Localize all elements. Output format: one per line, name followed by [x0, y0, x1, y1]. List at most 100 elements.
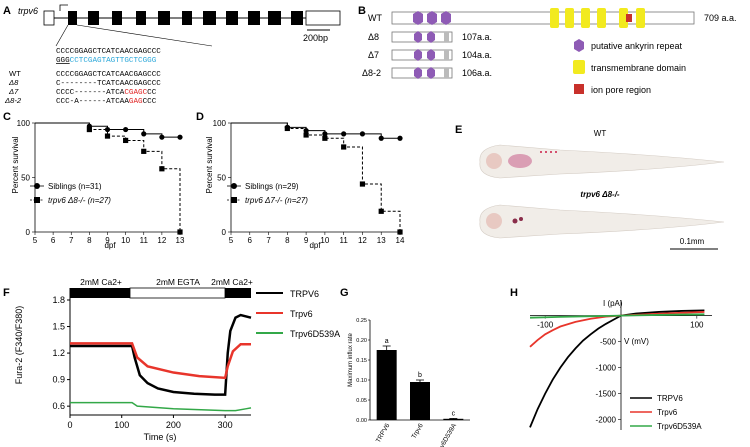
condition-bar-egta — [129, 287, 226, 299]
panel-g-letter: G — [340, 287, 349, 299]
y-tick-label: -2000 — [596, 416, 617, 425]
tm-domain — [619, 8, 628, 28]
y-tick-label: 0.20 — [356, 338, 367, 344]
exon — [136, 11, 146, 25]
data-point — [123, 137, 129, 144]
stained-spot — [512, 218, 518, 224]
data-point — [303, 132, 309, 138]
ankyrin-repeat — [441, 11, 451, 25]
legend-label: Trpv6D539A — [290, 329, 340, 339]
y-tick-label: 0.10 — [356, 378, 367, 384]
x-tick-label: Trpv6D539A — [434, 422, 459, 447]
ion-pore — [626, 14, 632, 22]
ankyrin-repeat — [427, 31, 435, 43]
data-point — [159, 166, 165, 172]
larva-eye — [486, 153, 502, 169]
y-tick-label: 0.9 — [52, 375, 65, 385]
x-tick-label: 13 — [176, 236, 185, 245]
allele-label: WT — [9, 69, 21, 78]
data-point — [378, 135, 384, 141]
legend-label: Trpv6D539A — [657, 422, 702, 431]
allele-sequence: CCCCGGAGCTCATCAACGAGCCC — [56, 71, 161, 79]
exon-utr — [305, 10, 341, 26]
seq-part: CCCC-------ATCA — [56, 89, 125, 97]
x-tick-label: 8 — [285, 236, 290, 245]
frameshift-tail — [444, 68, 449, 78]
legend-label: Siblings (n=31) — [48, 182, 102, 191]
x-tick-label: 6 — [51, 236, 56, 245]
protein-label: Δ7 — [368, 50, 379, 60]
stained-spot — [519, 217, 523, 221]
gene-name: trpv6 — [18, 6, 38, 16]
fura2-chart: 0 100 200 300 0.6 0.9 1.2 1.5 1.8 — [52, 288, 252, 430]
panel-c-letter: C — [3, 111, 11, 123]
exon — [88, 11, 99, 25]
x-axis-label: Time (s) — [144, 432, 177, 442]
chart-legend: TRPV6 Trpv6 Trpv6D539A — [256, 289, 340, 339]
target-sequence: GGGCCTCGAGTAGTTGCTCGGG — [56, 57, 157, 65]
x-tick-label: 9 — [105, 236, 110, 245]
exon — [291, 11, 303, 25]
exon — [203, 11, 216, 25]
wt-label: WT — [594, 129, 607, 138]
x-tick-label: 100 — [114, 420, 129, 430]
x-tick-label: 11 — [340, 236, 349, 245]
y-tick-label: 0.6 — [52, 401, 65, 411]
data-point — [177, 134, 183, 140]
iv-curve — [529, 313, 705, 319]
truncated-protein: Δ7 104a.a. — [368, 49, 492, 61]
data-point — [341, 131, 347, 137]
protein-bar-wt — [391, 11, 695, 25]
legend-label: TRPV6 — [657, 394, 683, 403]
zoom-line — [55, 24, 69, 47]
larva-eye — [486, 213, 502, 229]
y-tick-label: 0.25 — [356, 318, 367, 324]
condition-label: 2mM Ca2+ — [80, 277, 122, 287]
stained-jaw — [508, 154, 532, 168]
influx-bar-chart: 0.00 0.05 0.10 0.15 0.20 0.25 a TRPV6 b Trpv6 c Trp… — [356, 318, 470, 447]
x-tick-label: 9 — [304, 236, 309, 245]
survival-line — [35, 122, 181, 232]
protein-label: Δ8 — [368, 32, 379, 42]
scale-label: 0.1mm — [680, 237, 705, 246]
exon — [268, 11, 281, 25]
panel-f: F 2mM Ca2+ 2mM EGTA 2mM Ca2+ Fura-2 (F34… — [3, 277, 340, 442]
y-axis-label: Percent survival — [205, 136, 214, 193]
allele-label: Δ7 — [8, 87, 19, 96]
condition-bar-ca — [70, 288, 130, 298]
chart-legend: TRPV6 Trpv6 Trpv6D539A — [630, 394, 702, 431]
panel-b-letter: B — [358, 5, 366, 17]
y-tick-label: 100 — [213, 119, 227, 128]
ankyrin-repeats — [413, 11, 451, 25]
exon — [112, 11, 122, 25]
y-axis-label: Percent survival — [11, 136, 20, 193]
y-tick-label: 50 — [21, 174, 30, 183]
condition-label: 2mM EGTA — [156, 277, 200, 287]
seq-part: CCC — [143, 98, 157, 106]
y-tick-label: -1500 — [596, 390, 617, 399]
frameshift-tail — [444, 50, 449, 60]
exon — [182, 11, 192, 25]
survival-line — [231, 122, 400, 139]
y-tick-label: 0.15 — [356, 358, 367, 364]
mutant-label: trpv6 Δ8-/- — [580, 190, 619, 199]
condition-bar-ca — [225, 288, 251, 298]
data-point — [159, 134, 165, 140]
ankyrin-repeat — [414, 67, 422, 79]
ankyrin-repeat — [427, 49, 435, 61]
y-tick-label: 1.8 — [52, 295, 65, 305]
data-point — [378, 208, 384, 214]
exon — [158, 11, 170, 25]
ankyrin-repeat — [413, 11, 423, 25]
x-tick-label: 100 — [690, 321, 704, 330]
data-point — [141, 148, 147, 154]
y-tick-label: 50 — [217, 174, 226, 183]
bar — [443, 418, 464, 420]
data-point — [104, 133, 111, 139]
ankyrin-repeat — [414, 31, 422, 43]
trace-line — [70, 401, 252, 412]
iv-curve — [529, 311, 705, 348]
reference-sequence: CCCCGGAGCTCATCAACGAGCCC — [56, 48, 161, 56]
survival-line — [231, 122, 401, 232]
